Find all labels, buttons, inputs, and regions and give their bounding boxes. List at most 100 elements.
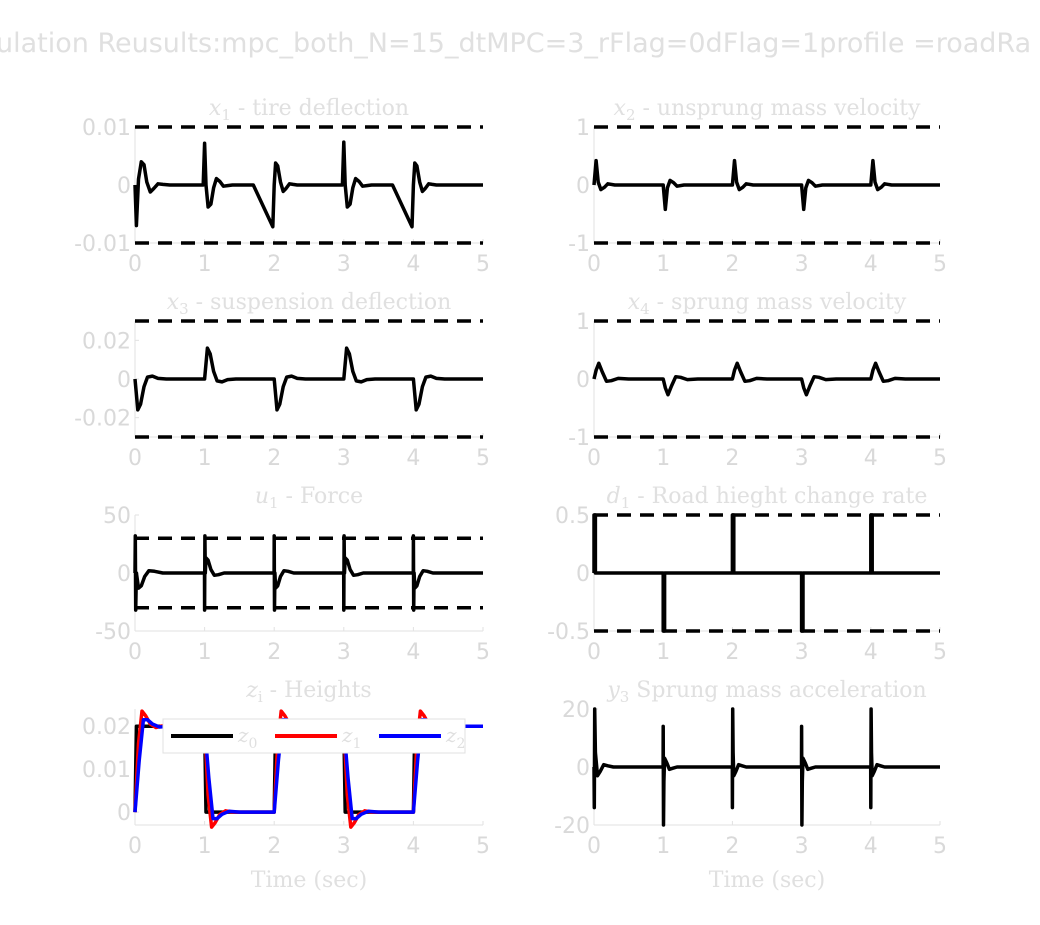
title-symbol: u: [255, 484, 269, 509]
title-subscript: 3: [179, 300, 189, 318]
x-tick-label: 4: [864, 252, 878, 277]
subplot-title-u1: u1 - Force: [255, 484, 363, 512]
x-tick-label: 5: [476, 640, 490, 665]
title-subscript: 1: [221, 106, 231, 124]
x-tick-label: 4: [406, 834, 420, 859]
x-tick-label: 3: [795, 640, 809, 665]
x-tick-label: 0: [587, 446, 601, 471]
title-symbol: x: [209, 96, 222, 121]
x-tick-label: 2: [725, 252, 739, 277]
legend: z0 z1 z2: [162, 718, 466, 754]
title-symbol: x: [167, 290, 180, 315]
series-line: [592, 361, 940, 397]
subplot-title-x2: x2 - unsprung mass velocity: [614, 96, 922, 124]
x-tick-label: 2: [267, 640, 281, 665]
title-text: - Road hieght change rate: [630, 484, 927, 509]
y-tick-label: 0: [576, 562, 590, 587]
subplot-title-zi: zi - Heights: [245, 678, 371, 706]
y-tick-label: -0.5: [547, 620, 590, 645]
series-line: [592, 158, 940, 212]
title-subscript: 1: [269, 494, 279, 512]
x-tick-label: 3: [337, 252, 351, 277]
x-tick-label: 4: [864, 446, 878, 471]
x-tick-label: 1: [198, 252, 212, 277]
x-tick-label: 0: [128, 640, 142, 665]
title-symbol: x: [614, 96, 627, 121]
y-tick-label: 0: [576, 368, 590, 393]
y-tick-label: -0.01: [74, 232, 131, 257]
x-tick-label: 1: [198, 834, 212, 859]
title-text: - Heights: [263, 678, 372, 703]
x-tick-label: 0: [128, 446, 142, 471]
y-tick-label: 50: [103, 504, 131, 529]
title-symbol: z: [245, 678, 258, 703]
x-axis-label: Time (sec): [251, 868, 367, 893]
x-tick-label: 2: [267, 446, 281, 471]
x-tick-label: 0: [128, 252, 142, 277]
y-tick-label: -50: [95, 620, 131, 645]
x-tick-label: 5: [933, 446, 947, 471]
x-tick-label: 0: [128, 834, 142, 859]
y-tick-label: 0: [117, 174, 131, 199]
x-tick-label: 4: [864, 640, 878, 665]
x-tick-label: 1: [656, 640, 670, 665]
title-symbol: x: [628, 290, 641, 315]
x-tick-label: 1: [656, 252, 670, 277]
y-tick-label: 20: [562, 698, 590, 723]
x-tick-label: 4: [406, 640, 420, 665]
x-tick-label: 1: [656, 446, 670, 471]
y-tick-label: 1: [576, 116, 590, 141]
y-tick-label: 0: [117, 368, 131, 393]
legend-symbol: z: [341, 723, 353, 747]
x-tick-label: 2: [267, 252, 281, 277]
x-tick-label: 1: [198, 446, 212, 471]
series-line: [592, 513, 940, 633]
subplot-title-x3: x3 - suspension deflection: [167, 290, 452, 318]
subplot-title-y3: y3 Sprung mass acceleration: [606, 678, 926, 706]
x-tick-label: 3: [795, 834, 809, 859]
title-text: - sprung mass velocity: [650, 290, 907, 315]
title-subscript: 1: [621, 494, 631, 512]
x-tick-label: 2: [725, 640, 739, 665]
y-tick-label: 1: [576, 310, 590, 335]
y-tick-label: 0.01: [82, 758, 131, 783]
series-line: [592, 707, 940, 827]
title-subscript: i: [258, 688, 263, 706]
y-tick-label: 0: [117, 801, 131, 826]
x-tick-label: 0: [587, 834, 601, 859]
title-text: Sprung mass acceleration: [629, 678, 926, 703]
figure-suptitle: ulation Reusults:mpc_both_N=15_dtMPC=3_r…: [0, 28, 1031, 59]
x-tick-label: 3: [337, 446, 351, 471]
x-tick-label: 5: [933, 640, 947, 665]
legend-subscript: 2: [457, 736, 466, 752]
x-tick-label: 1: [656, 834, 670, 859]
legend-subscript: 0: [249, 736, 258, 752]
title-subscript: 3: [620, 688, 630, 706]
title-subscript: 4: [640, 300, 650, 318]
title-text: - tire deflection: [231, 96, 409, 121]
title-symbol: d: [607, 484, 621, 509]
x-tick-label: 5: [933, 834, 947, 859]
y-tick-label: -0.02: [74, 407, 131, 432]
x-tick-label: 5: [933, 252, 947, 277]
legend-subscript: 1: [353, 736, 362, 752]
series-line: [133, 346, 483, 412]
x-tick-label: 5: [476, 834, 490, 859]
y-tick-label: 0: [117, 562, 131, 587]
x-tick-label: 4: [406, 252, 420, 277]
x-tick-label: 4: [406, 446, 420, 471]
title-text: - unsprung mass velocity: [636, 96, 922, 121]
legend-symbol: z: [445, 723, 457, 747]
subplot-title-d1: d1 - Road hieght change rate: [607, 484, 928, 512]
x-tick-label: 4: [864, 834, 878, 859]
legend-symbol: z: [237, 723, 249, 747]
y-tick-label: 0.02: [82, 329, 131, 354]
